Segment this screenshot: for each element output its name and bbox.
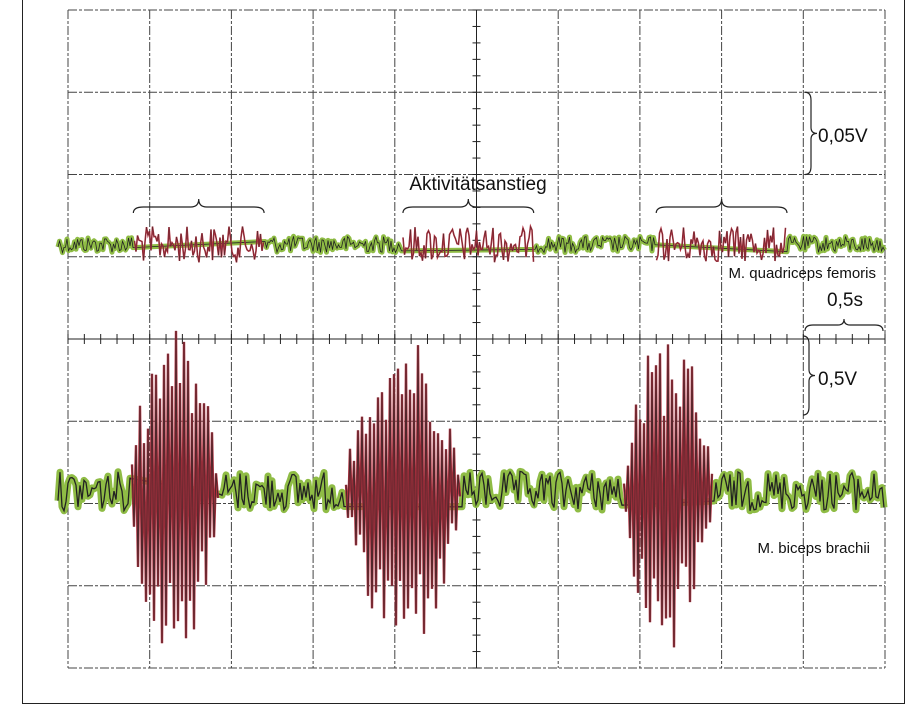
ch1-scale-brace [804,91,818,176]
quadriceps-baseline-trace [57,235,885,255]
ch2-voltage-scale-label: 0,5V [818,369,857,390]
ch1-voltage-scale-label: 0,05V [818,126,868,147]
annotations [132,91,884,416]
grid [67,9,886,669]
biceps-burst-overlay [345,345,461,634]
quadriceps-trace [55,223,887,263]
activity-brace [132,198,265,214]
channel2-name-label: M. biceps brachii [757,540,870,557]
quadriceps-activity-overlay [402,225,534,263]
biceps-burst-overlay [623,344,713,648]
time-scale-brace [804,318,884,332]
activity-brace [402,198,535,214]
time-scale-label: 0,5s [827,290,863,311]
biceps-burst-overlay [131,330,219,644]
ch2-scale-brace [802,335,816,416]
quadriceps-activity-overlay [656,226,786,262]
biceps-baseline-trace [57,470,885,513]
biceps-trace [54,330,888,648]
quadriceps-activity-overlay [134,226,264,263]
activity-brace [655,198,788,214]
activity-increase-label: Aktivitätsanstieg [409,174,546,195]
channel1-name-label: M. quadriceps femoris [728,265,876,282]
